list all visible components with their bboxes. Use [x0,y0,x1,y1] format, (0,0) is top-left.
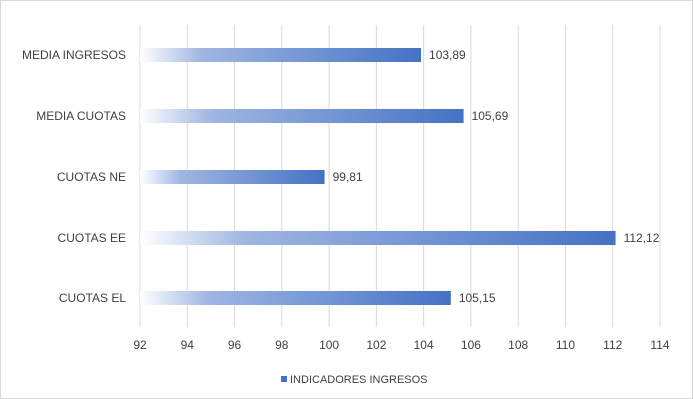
x-tick-label: 104 [414,338,434,352]
category-labels: MEDIA INGRESOS MEDIA CUOTAS CUOTAS NE CUOTA… [22,48,126,305]
x-tick-label: 108 [508,338,528,352]
bar [140,170,325,184]
data-label: 103,89 [429,48,466,62]
data-labels: 103,89 105,69 99,81 112,12 105,15 [333,48,660,305]
bar [140,231,616,245]
gridlines [139,25,661,327]
category-label: MEDIA INGRESOS [22,48,126,62]
bar [140,109,464,123]
x-axis-ticks: 92 94 96 98 100 102 104 106 108 110 112 114 [133,338,670,352]
x-tick-label: 96 [228,338,242,352]
x-tick-label: 110 [556,338,575,352]
legend-label: INDICADORES INGRESOS [290,374,428,386]
legend: INDICADORES INGRESOS [281,374,428,386]
x-tick-label: 98 [275,338,289,352]
category-label: MEDIA CUOTAS [36,109,126,123]
x-tick-label: 100 [319,338,339,352]
bars [140,48,616,305]
category-label: CUOTAS EL [59,291,126,305]
x-tick-label: 106 [461,338,481,352]
bar [140,291,451,305]
bar [140,48,422,62]
x-tick-label: 92 [133,338,147,352]
data-label: 99,81 [333,170,363,184]
x-tick-label: 102 [366,338,386,352]
x-tick-label: 114 [650,338,669,352]
data-label: 105,69 [472,109,509,123]
data-label: 112,12 [624,231,660,245]
legend-swatch [281,376,287,382]
data-label: 105,15 [459,291,496,305]
x-tick-label: 112 [603,338,622,352]
category-label: CUOTAS EE [58,231,126,245]
x-tick-label: 94 [181,338,195,352]
category-label: CUOTAS NE [57,170,126,184]
